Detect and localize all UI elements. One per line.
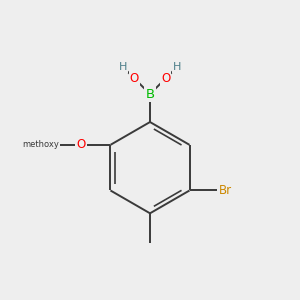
Text: methoxy: methoxy [22, 140, 59, 149]
Text: Br: Br [219, 184, 232, 197]
Text: O: O [161, 72, 170, 85]
Text: O: O [76, 138, 86, 151]
Text: H: H [119, 62, 127, 72]
Text: B: B [146, 88, 154, 100]
Text: O: O [130, 72, 139, 85]
Text: H: H [173, 62, 181, 72]
